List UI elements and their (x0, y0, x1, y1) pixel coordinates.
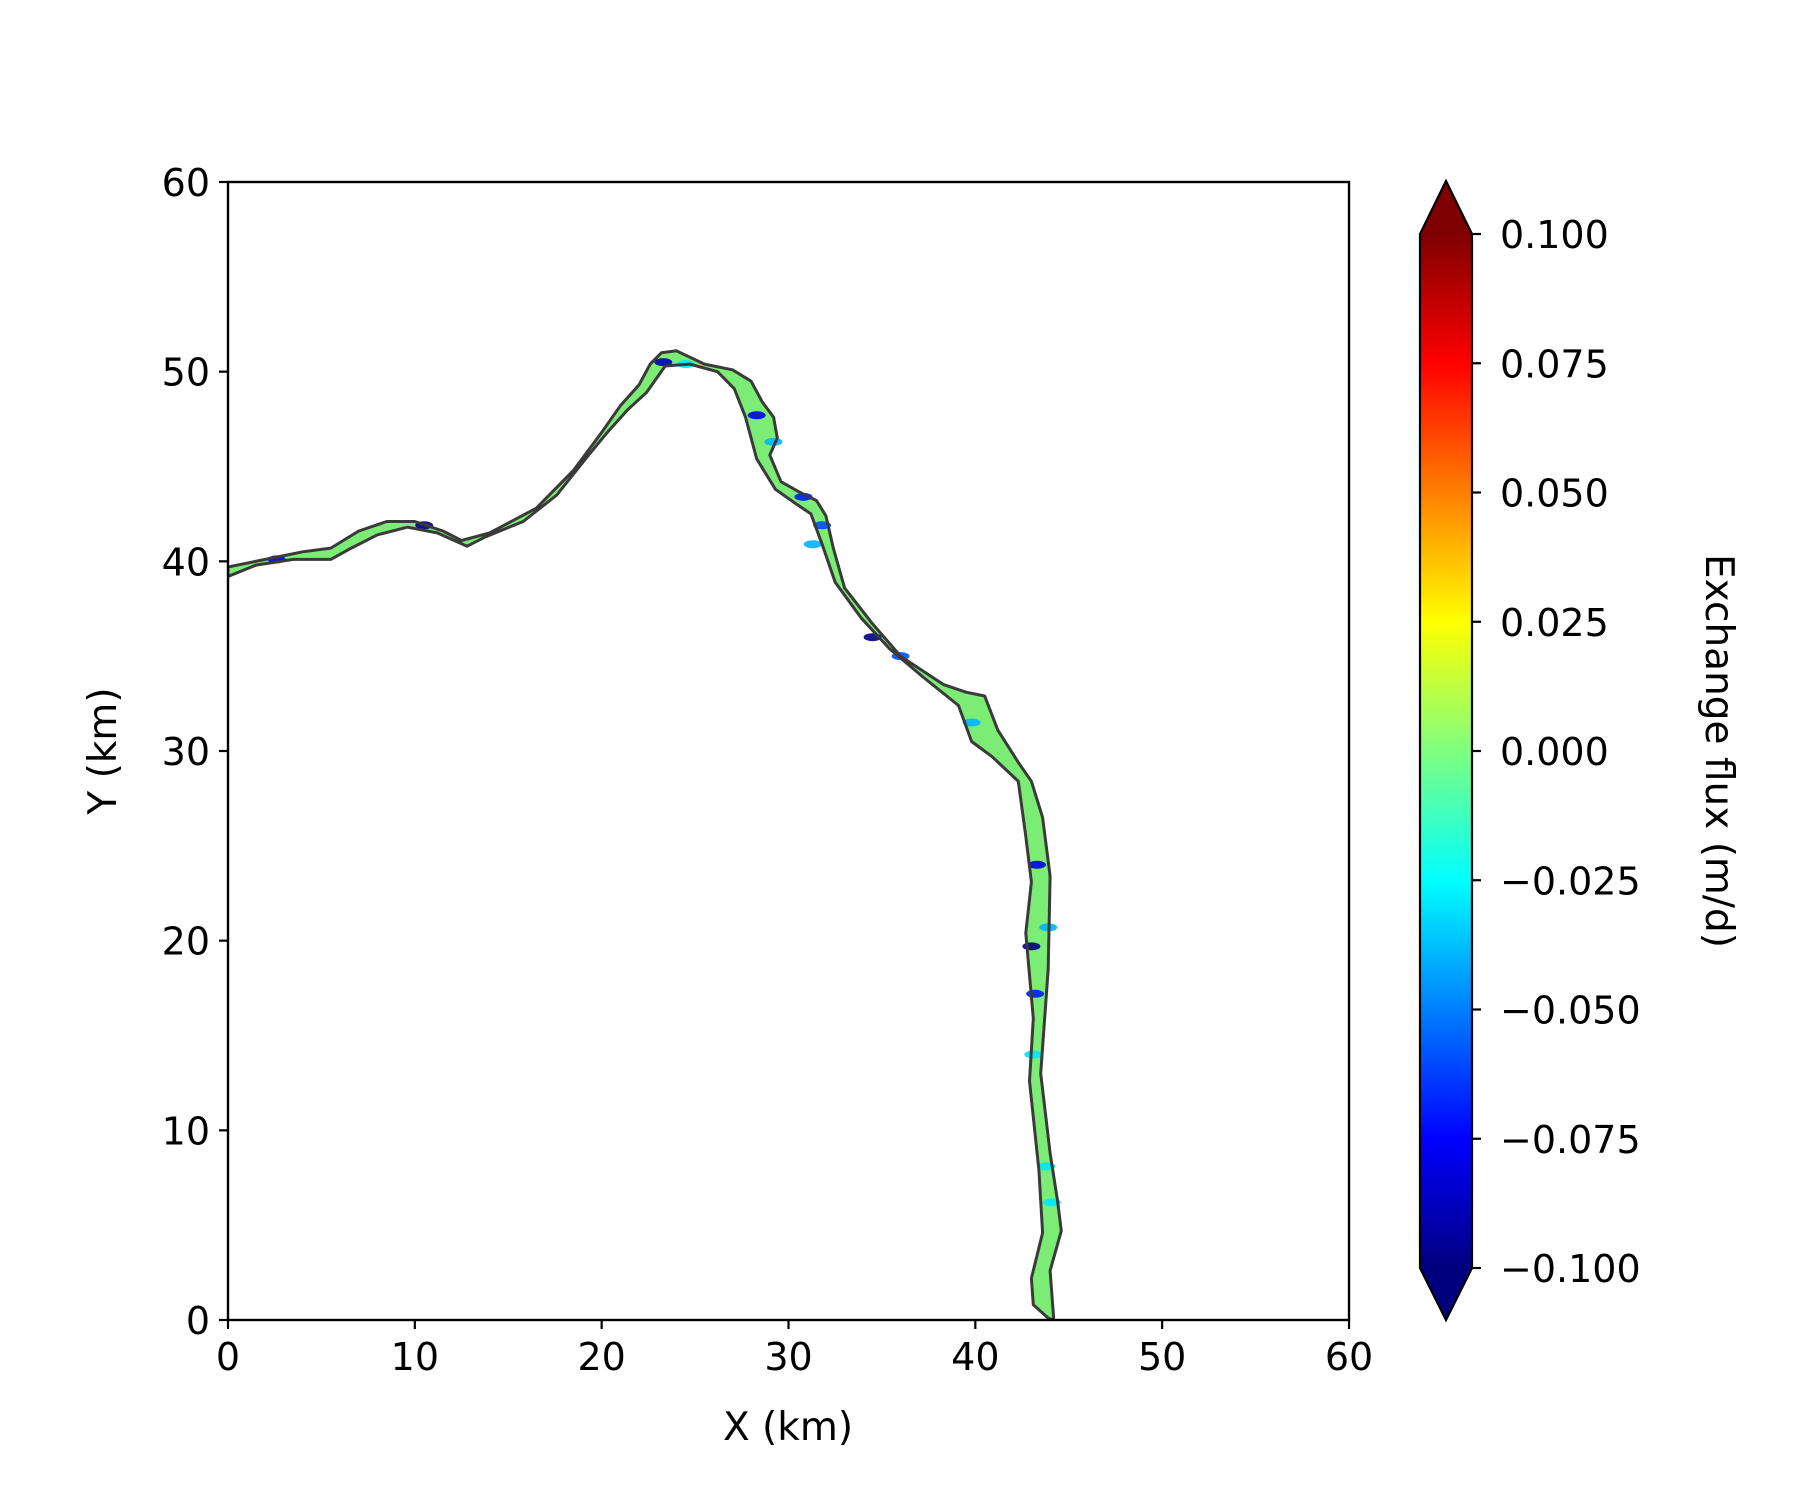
river-layer (228, 349, 1063, 1320)
colorbar-tick-label: 0.025 (1500, 601, 1609, 645)
river-outline (228, 349, 1063, 1320)
x-tick-label: 60 (1325, 1335, 1373, 1379)
x-axis-label: X (km) (723, 1405, 853, 1450)
x-tick-label: 40 (951, 1335, 999, 1379)
colorbar-tick-label: 0.050 (1500, 472, 1609, 516)
colorbar-label: Exchange flux (m/d) (1696, 554, 1741, 948)
flux-patch (803, 540, 822, 549)
x-tick-label: 0 (216, 1335, 240, 1379)
colorbar-max-extension (1420, 181, 1472, 234)
flux-patch (1024, 1050, 1043, 1059)
x-tick-label: 30 (764, 1335, 812, 1379)
colorbar-tick-label: 0.000 (1500, 730, 1609, 774)
colorbar: 0.100 0.075 0.050 0.025 0.000 −0.025 −0.050 −0.… (1418, 178, 1741, 1323)
y-axis-label: Y (km) (81, 687, 126, 815)
colorbar-min-extension (1420, 1268, 1472, 1320)
plot-area (226, 180, 1351, 1322)
flux-patch (747, 411, 766, 420)
y-tick-label: 30 (162, 730, 210, 774)
colorbar-tick-label: 0.075 (1500, 342, 1609, 386)
y-tick-label: 60 (162, 161, 210, 205)
y-tick-label: 10 (162, 1109, 210, 1153)
river-flux-field (228, 350, 1062, 1320)
colorbar-gradient (1420, 234, 1472, 1268)
colorbar-tick-label: 0.100 (1500, 213, 1609, 257)
flux-patch (962, 718, 981, 727)
colorbar-tick-label: −0.050 (1500, 989, 1641, 1033)
y-tick-label: 0 (186, 1299, 210, 1343)
flux-patch (1022, 942, 1041, 951)
y-tick-label: 40 (162, 540, 210, 584)
x-tick-label: 20 (577, 1335, 625, 1379)
y-tick-label: 50 (162, 351, 210, 395)
x-tick-label: 50 (1138, 1335, 1186, 1379)
x-tick-label: 10 (391, 1335, 439, 1379)
colorbar-ticks: 0.100 0.075 0.050 0.025 0.000 −0.025 −0.050 −0.… (1472, 213, 1641, 1291)
x-axis-ticks: 0 10 20 30 40 50 60 (216, 1320, 1373, 1379)
flux-patch (654, 358, 673, 367)
y-tick-label: 20 (162, 920, 210, 964)
plot-frame (226, 180, 1351, 1322)
colorbar-tick-label: −0.075 (1500, 1118, 1641, 1162)
colorbar-tick-label: −0.025 (1500, 859, 1641, 903)
colorbar-tick-label: −0.100 (1500, 1247, 1641, 1291)
y-axis-ticks: 0 10 20 30 40 50 60 (162, 161, 228, 1343)
flux-patch (1027, 860, 1046, 869)
flux-patch (1026, 989, 1045, 998)
